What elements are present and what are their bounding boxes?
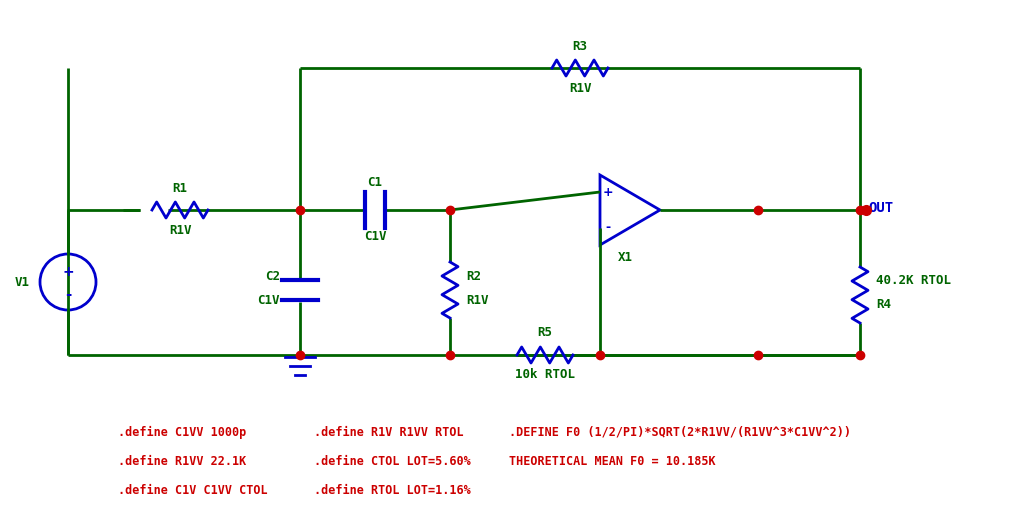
Text: X1: X1	[618, 251, 632, 264]
Text: V1: V1	[15, 276, 30, 288]
Text: R2: R2	[466, 270, 481, 282]
Text: R1V: R1V	[568, 81, 591, 95]
Text: C1: C1	[367, 176, 382, 188]
Text: THEORETICAL MEAN F0 = 10.185K: THEORETICAL MEAN F0 = 10.185K	[509, 455, 715, 468]
Text: .define C1V C1VV CTOL: .define C1V C1VV CTOL	[118, 484, 268, 497]
Text: R1V: R1V	[169, 223, 191, 237]
Text: 10k RTOL: 10k RTOL	[515, 369, 575, 381]
Text: .DEFINE F0 (1/2/PI)*SQRT(2*R1VV/(R1VV^3*C1VV^2)): .DEFINE F0 (1/2/PI)*SQRT(2*R1VV/(R1VV^3*…	[509, 426, 851, 438]
Text: -: -	[65, 287, 71, 302]
Text: .define RTOL LOT=1.16%: .define RTOL LOT=1.16%	[314, 484, 470, 497]
Text: R1V: R1V	[466, 294, 488, 306]
Text: C2: C2	[265, 270, 280, 282]
Text: .define C1VV 1000p: .define C1VV 1000p	[118, 426, 247, 439]
Text: R5: R5	[538, 327, 552, 339]
Text: OUT: OUT	[868, 201, 893, 215]
Text: R4: R4	[876, 298, 891, 312]
Text: C1V: C1V	[364, 229, 387, 243]
Text: 40.2K RTOL: 40.2K RTOL	[876, 275, 951, 287]
Text: .define R1V R1VV RTOL: .define R1V R1VV RTOL	[314, 426, 464, 438]
Text: R3: R3	[573, 39, 587, 53]
Text: .define R1VV 22.1K: .define R1VV 22.1K	[118, 455, 247, 468]
Text: +: +	[62, 265, 74, 279]
Text: .define CTOL LOT=5.60%: .define CTOL LOT=5.60%	[314, 455, 470, 468]
Text: C1V: C1V	[257, 294, 280, 306]
Text: R1: R1	[173, 181, 187, 195]
Text: +: +	[602, 186, 614, 199]
Text: -: -	[605, 221, 611, 234]
